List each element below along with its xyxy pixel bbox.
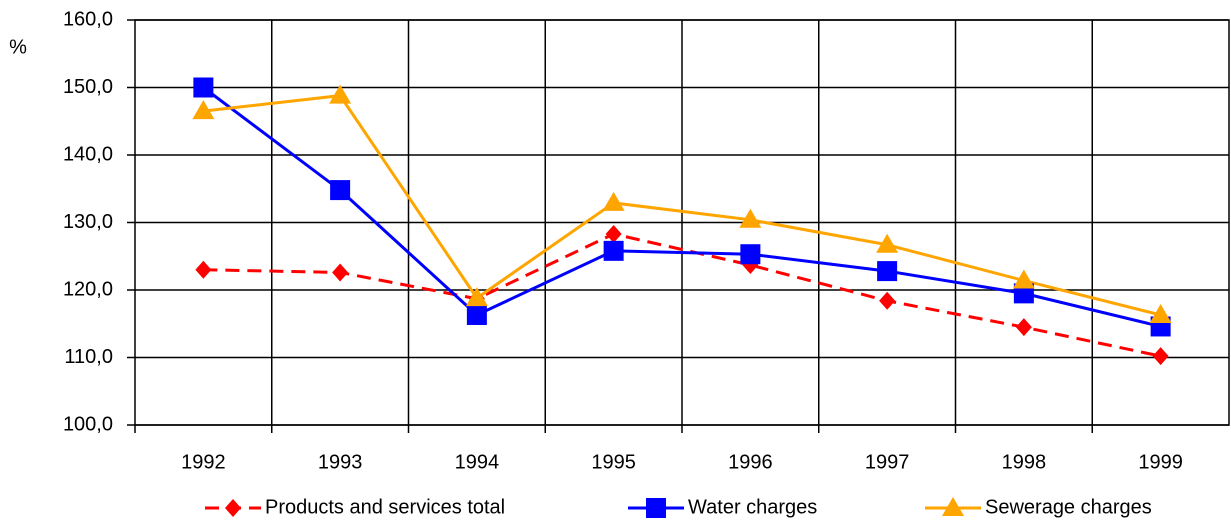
marker [646,498,666,518]
y-tick-label: 150,0 [63,76,113,98]
marker [329,84,352,104]
series-line [202,86,1161,328]
x-tick-label: 1997 [865,451,910,473]
y-tick-label: 160,0 [63,8,113,30]
y-axis-label: % [9,36,27,58]
x-tick-label: 1996 [728,451,773,473]
marker [195,260,212,279]
marker [739,208,762,228]
marker [193,77,214,98]
marker [876,233,899,253]
marker [877,261,898,282]
y-tick-label: 130,0 [63,211,113,233]
marker [192,100,215,120]
marker [879,291,896,310]
x-tick-label: 1995 [591,451,636,473]
x-tick-label: 1993 [318,451,363,473]
marker [465,287,488,307]
legend-label: Sewerage charges [985,496,1152,518]
y-tick-label: 120,0 [63,278,113,300]
marker [332,263,349,282]
marker [602,191,625,211]
y-tick-label: 140,0 [63,143,113,165]
marker [1152,347,1169,366]
legend-label: Products and services total [265,496,505,518]
marker [466,304,487,325]
marker [942,497,964,516]
x-tick-label: 1994 [455,451,500,473]
marker [330,180,351,201]
x-tick-label: 1992 [181,451,226,473]
marker [603,240,624,261]
marker [740,244,761,265]
marker [225,499,241,517]
y-tick-label: 100,0 [63,413,113,435]
legend-label: Water charges [688,496,817,518]
x-tick-label: 1999 [1138,451,1183,473]
marker [1015,318,1032,337]
marker [1149,303,1172,323]
series-line [203,232,1161,358]
x-tick-label: 1998 [1002,451,1047,473]
marker [605,224,622,243]
y-tick-label: 110,0 [64,346,113,368]
series-line [203,94,1161,317]
marker [1012,269,1035,289]
